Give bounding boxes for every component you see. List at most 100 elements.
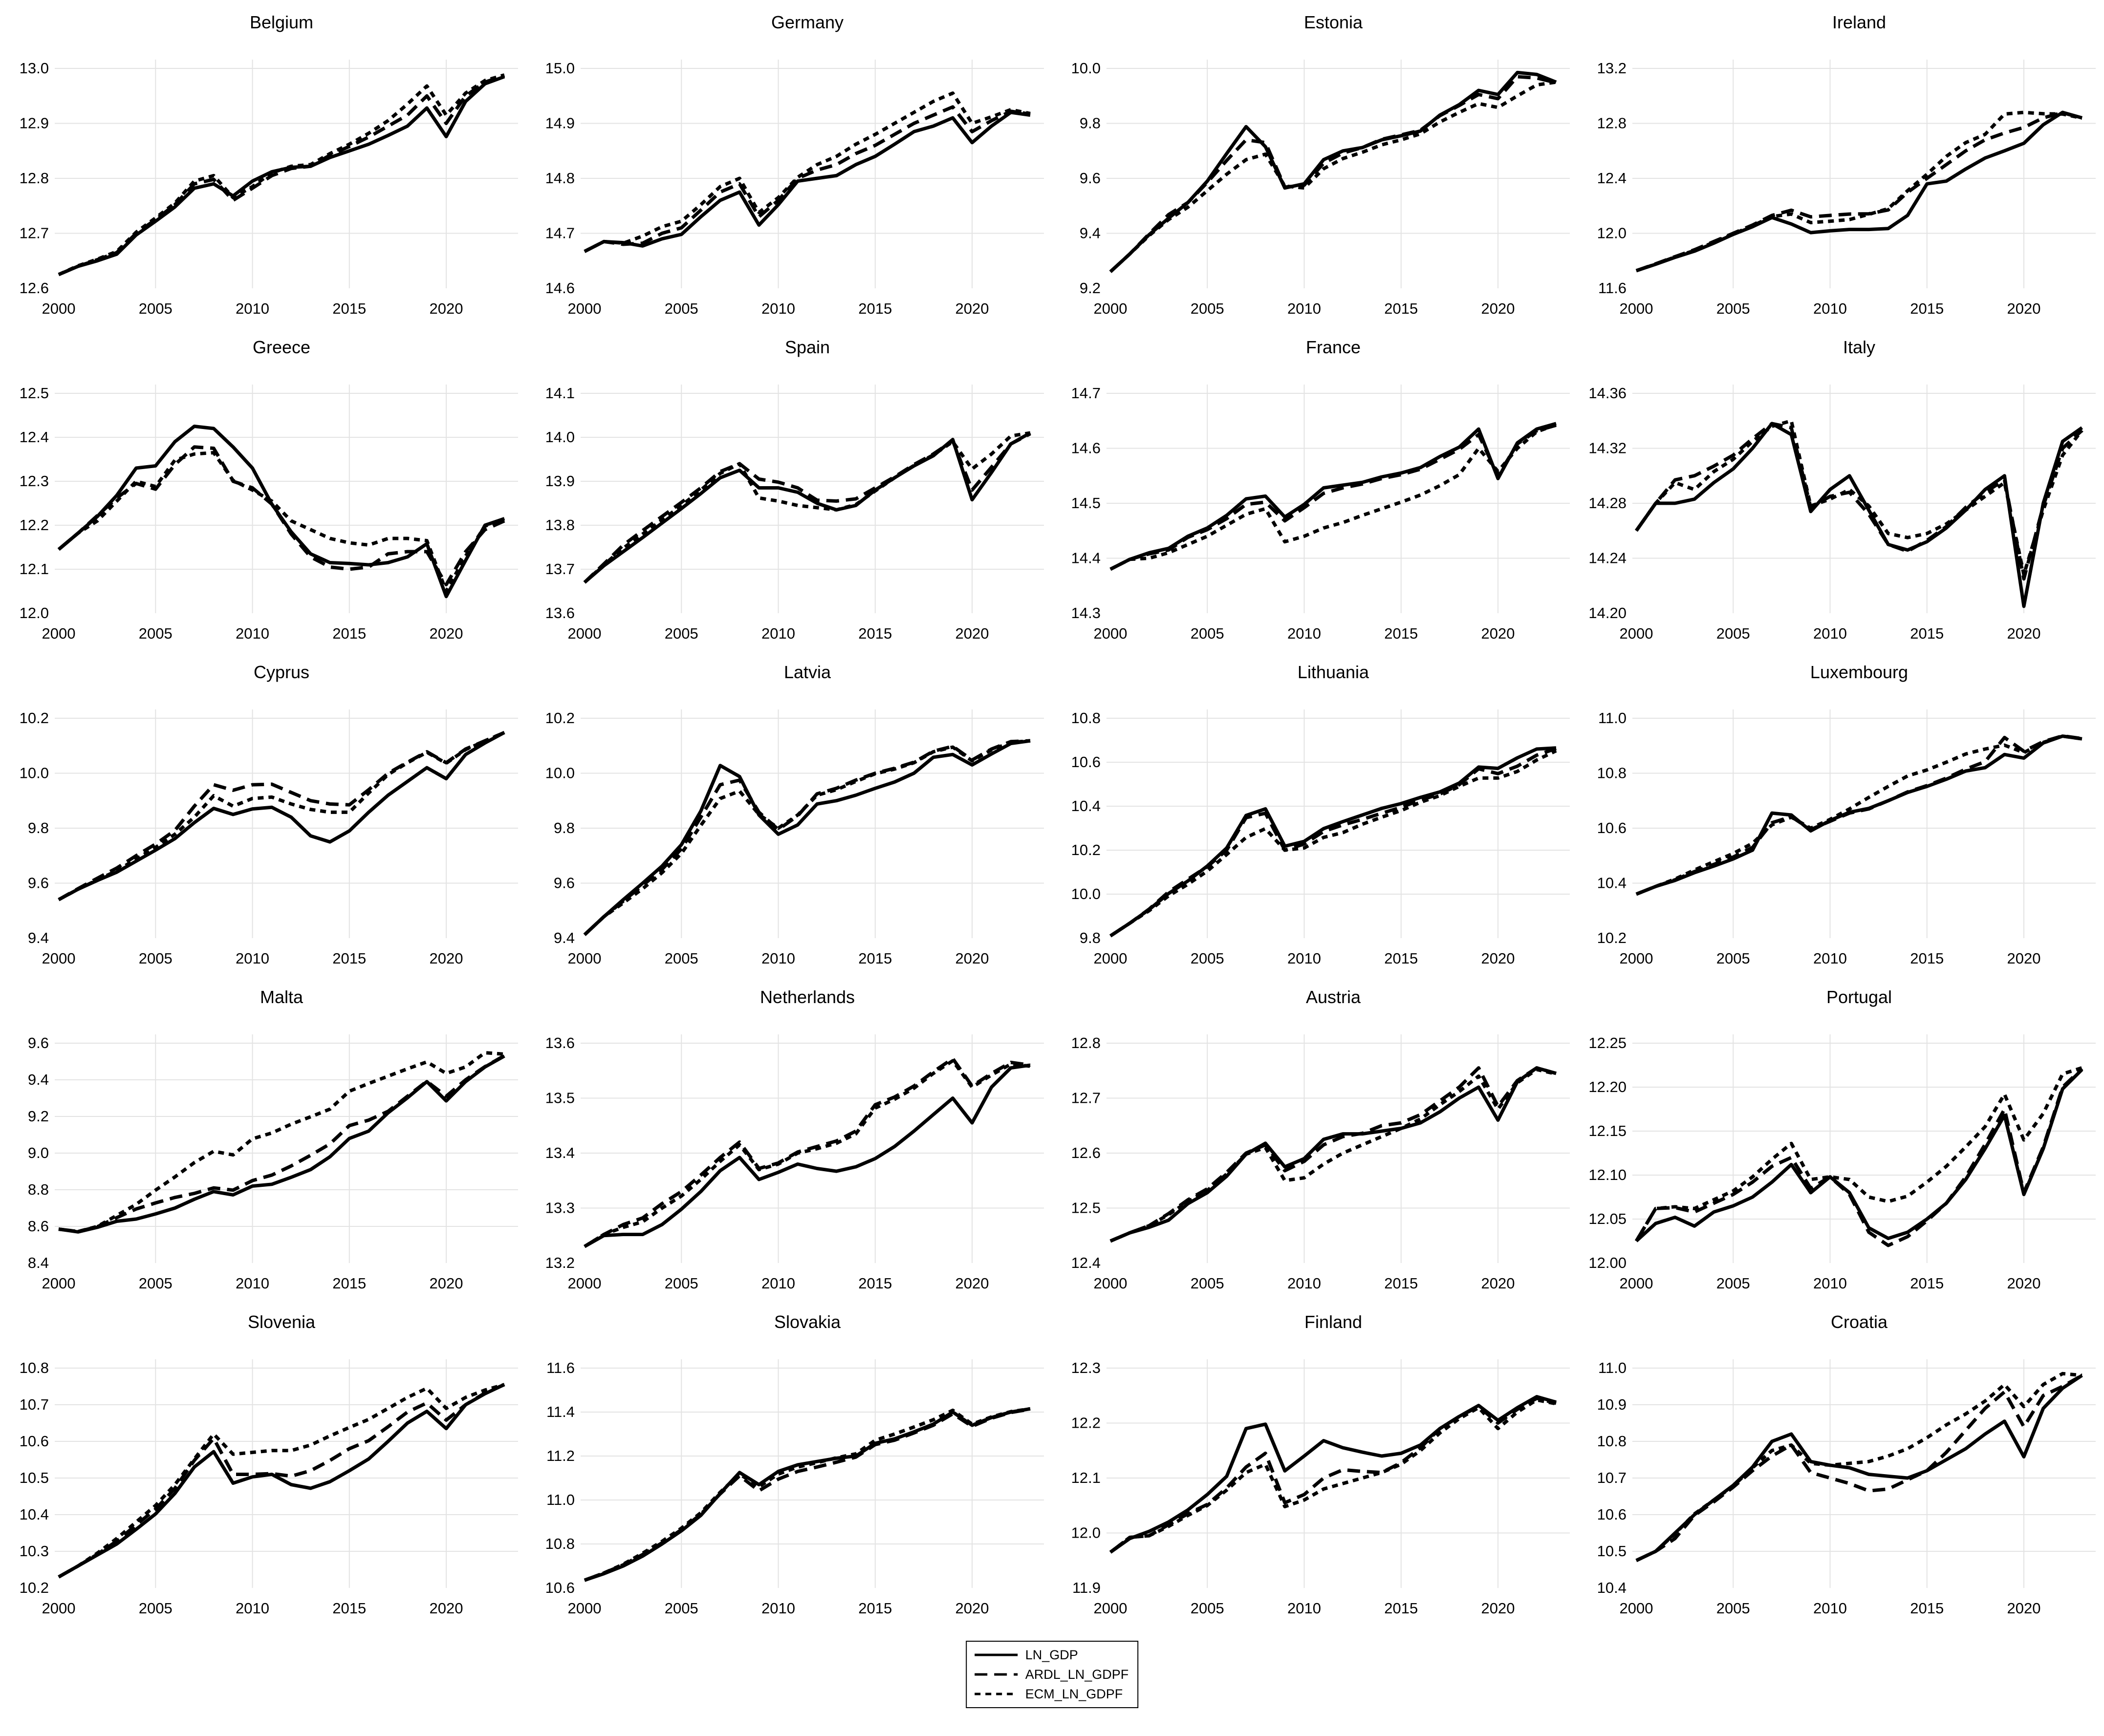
x-tick-label: 2000 bbox=[1094, 950, 1128, 967]
chart-title-estonia: Estonia bbox=[1304, 12, 1363, 32]
series-ecm-ln-gdpf-italy bbox=[1635, 419, 2083, 577]
y-tick-label: 11.6 bbox=[546, 1359, 575, 1376]
y-tick-label: 12.5 bbox=[20, 385, 49, 402]
y-tick-label: 15.0 bbox=[545, 60, 575, 77]
x-tick-label: 2005 bbox=[1716, 950, 1750, 967]
series-ardl-ln-gdpf-luxembourg bbox=[1635, 734, 2082, 896]
x-tick-label: 2000 bbox=[42, 950, 76, 967]
series-ecm-ln-gdpf-latvia bbox=[583, 739, 1031, 936]
series-ecm-ln-gdpf-malta bbox=[58, 1051, 505, 1233]
y-tick-label: 8.4 bbox=[28, 1254, 49, 1271]
series-ardl-ln-gdpf-latvia bbox=[583, 739, 1031, 936]
series-ardl-ln-gdpf-belgium bbox=[58, 74, 505, 277]
y-tick-label: 14.8 bbox=[545, 170, 575, 187]
x-tick-label: 2020 bbox=[2007, 1275, 2041, 1292]
y-tick-label: 10.3 bbox=[20, 1543, 49, 1560]
chart-canvas-ireland: Ireland 11.6 12.0 12.4 12.8 13.2 2000 2005 2010 2… bbox=[1597, 12, 2096, 317]
y-tick-label: 10.6 bbox=[545, 1579, 575, 1596]
y-tick-label: 14.20 bbox=[1588, 604, 1627, 622]
chart-cyprus: Cyprus 9.4 9.6 9.8 10.0 10.2 2000 2005 2010 2015 2… bbox=[0, 650, 526, 975]
series-ardl-ln-gdpf-spain bbox=[583, 432, 1031, 584]
x-tick-label: 2010 bbox=[1287, 950, 1321, 967]
chart-latvia: Latvia 9.4 9.6 9.8 10.0 10.2 2000 2005 2010 2015 2… bbox=[526, 650, 1052, 975]
x-tick-label: 2000 bbox=[1620, 1275, 1653, 1292]
y-tick-label: 13.0 bbox=[20, 60, 49, 77]
y-tick-label: 8.8 bbox=[28, 1181, 49, 1198]
x-tick-label: 2020 bbox=[2007, 950, 2041, 967]
x-tick-label: 2010 bbox=[236, 950, 269, 967]
x-tick-label: 2010 bbox=[236, 1600, 269, 1617]
y-tick-label: 13.6 bbox=[545, 1034, 575, 1051]
chart-title-france: France bbox=[1306, 337, 1361, 357]
x-tick-label: 2015 bbox=[858, 300, 892, 317]
legend-label-ln-gdp: LN_GDP bbox=[1025, 1647, 1078, 1662]
chart-title-greece: Greece bbox=[253, 337, 310, 357]
x-tick-label: 2015 bbox=[858, 950, 892, 967]
series-ardl-ln-gdpf-slovakia bbox=[584, 1407, 1031, 1582]
legend-item-ln-gdp: LN_GDP bbox=[974, 1647, 1129, 1663]
y-tick-label: 14.3 bbox=[1071, 604, 1101, 622]
y-tick-label: 12.25 bbox=[1588, 1034, 1627, 1051]
x-tick-label: 2015 bbox=[1910, 1275, 1944, 1292]
chart-canvas-finland: Finland 11.9 12.0 12.1 12.2 12.3 2000 2005 2010 2… bbox=[1071, 1312, 1570, 1617]
legend-box: LN_GDP ARDL_LN_GDPF ECM_LN_GDPF bbox=[965, 1641, 1139, 1708]
x-tick-label: 2005 bbox=[1716, 1600, 1750, 1617]
x-tick-label: 2010 bbox=[236, 625, 269, 642]
x-tick-label: 2010 bbox=[1813, 1600, 1847, 1617]
y-tick-label: 9.8 bbox=[1080, 929, 1101, 946]
x-tick-label: 2020 bbox=[430, 625, 463, 642]
x-tick-label: 2010 bbox=[1287, 625, 1321, 642]
x-tick-label: 2010 bbox=[1813, 950, 1847, 967]
series-ln-gdp-portugal bbox=[1635, 1068, 2083, 1243]
x-tick-label: 2020 bbox=[430, 950, 463, 967]
y-tick-label: 10.2 bbox=[545, 709, 575, 727]
y-tick-label: 11.0 bbox=[546, 1491, 575, 1508]
chart-title-malta: Malta bbox=[260, 987, 304, 1007]
y-tick-label: 12.0 bbox=[1597, 225, 1627, 242]
x-tick-label: 2000 bbox=[42, 625, 76, 642]
x-tick-label: 2005 bbox=[1191, 1275, 1224, 1292]
x-tick-label: 2020 bbox=[430, 1600, 463, 1617]
y-tick-label: 12.0 bbox=[1071, 1524, 1101, 1542]
y-tick-label: 11.0 bbox=[1598, 1359, 1627, 1376]
y-tick-label: 9.4 bbox=[1080, 225, 1101, 242]
y-tick-label: 10.6 bbox=[20, 1433, 49, 1450]
chart-canvas-croatia: Croatia 10.4 10.5 10.6 10.7 10.8 10.9 11.0 2000 2… bbox=[1597, 1312, 2096, 1617]
series-ecm-ln-gdpf-germany bbox=[584, 91, 1031, 253]
y-tick-label: 10.4 bbox=[1597, 875, 1627, 892]
y-tick-label: 12.00 bbox=[1588, 1254, 1627, 1271]
x-tick-label: 2020 bbox=[1481, 1275, 1515, 1292]
y-tick-label: 10.8 bbox=[1597, 765, 1627, 782]
series-ardl-ln-gdpf-croatia bbox=[1635, 1373, 2083, 1562]
y-tick-label: 12.4 bbox=[1071, 1254, 1101, 1271]
x-tick-label: 2005 bbox=[1191, 625, 1224, 642]
x-tick-label: 2020 bbox=[955, 1275, 989, 1292]
series-ln-gdp-slovenia bbox=[58, 1383, 505, 1579]
x-tick-label: 2000 bbox=[1094, 1600, 1128, 1617]
x-tick-label: 2020 bbox=[955, 300, 989, 317]
y-tick-label: 14.6 bbox=[545, 279, 575, 297]
chart-title-croatia: Croatia bbox=[1831, 1312, 1888, 1332]
chart-france: France 14.3 14.4 14.5 14.6 14.7 2000 2005 2010 20… bbox=[1052, 325, 1578, 650]
series-ardl-ln-gdpf-malta bbox=[58, 1054, 505, 1233]
chart-title-belgium: Belgium bbox=[250, 12, 313, 32]
y-tick-label: 10.4 bbox=[20, 1506, 49, 1523]
y-tick-label: 10.2 bbox=[20, 709, 49, 727]
y-tick-label: 12.2 bbox=[1071, 1415, 1101, 1432]
y-tick-label: 9.4 bbox=[28, 929, 49, 946]
y-tick-label: 13.5 bbox=[545, 1090, 575, 1107]
chart-netherlands: Netherlands 13.2 13.3 13.4 13.5 13.6 2000 2005 2… bbox=[526, 975, 1052, 1300]
x-tick-label: 2020 bbox=[1481, 300, 1515, 317]
x-tick-label: 2000 bbox=[1094, 1275, 1128, 1292]
series-ln-gdp-italy bbox=[1635, 422, 2083, 608]
y-tick-label: 10.7 bbox=[1597, 1469, 1627, 1486]
series-ecm-ln-gdpf-austria bbox=[1109, 1068, 1557, 1243]
x-tick-label: 2020 bbox=[955, 1600, 989, 1617]
series-ln-gdp-estonia bbox=[1109, 70, 1557, 273]
series-ln-gdp-germany bbox=[584, 110, 1031, 253]
y-tick-label: 13.6 bbox=[545, 604, 575, 622]
x-tick-label: 2005 bbox=[1191, 300, 1224, 317]
x-tick-label: 2000 bbox=[1620, 950, 1653, 967]
legend: LN_GDP ARDL_LN_GDPF ECM_LN_GDPF bbox=[965, 1641, 1139, 1708]
chart-canvas-malta: Malta 8.4 8.6 8.8 9.0 9.2 9.4 9.6 2000 2005 2010 20… bbox=[28, 987, 518, 1292]
